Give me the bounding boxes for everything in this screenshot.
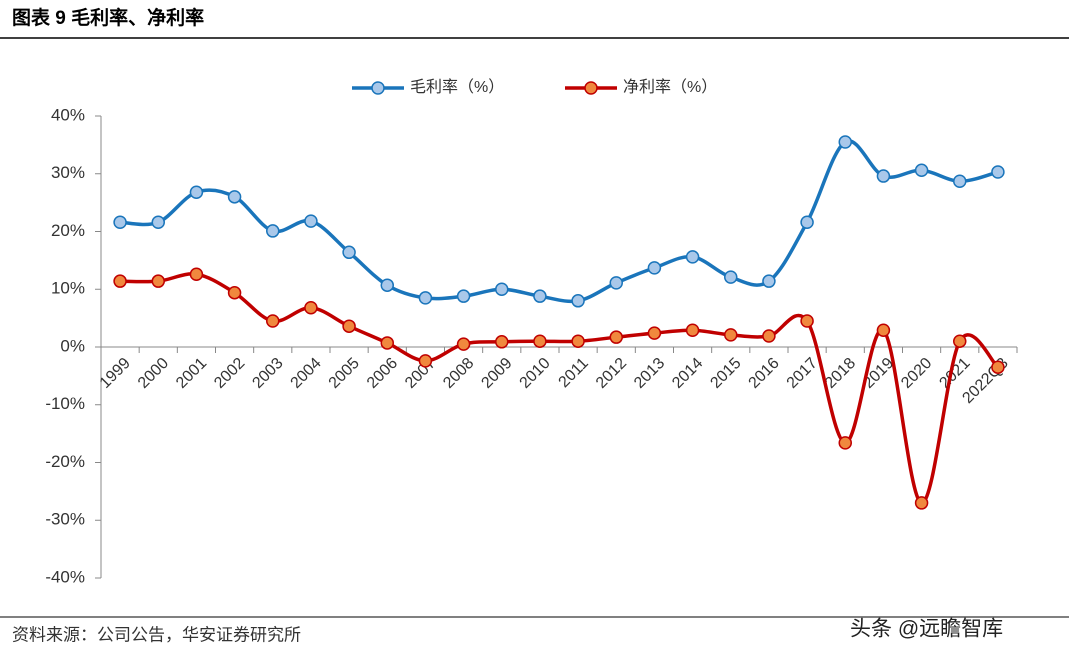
legend-marker bbox=[584, 81, 598, 95]
point-marker bbox=[571, 294, 585, 308]
x-tick-label: 2005 bbox=[326, 355, 363, 392]
x-tick-label: 1999 bbox=[97, 355, 134, 392]
x-tick-label: 2016 bbox=[746, 355, 783, 392]
point-marker bbox=[227, 285, 242, 300]
point-marker bbox=[380, 336, 394, 350]
point-marker bbox=[762, 274, 776, 288]
series-line bbox=[120, 272, 1000, 505]
point-marker bbox=[266, 314, 280, 328]
x-tick-label: 2014 bbox=[669, 355, 706, 392]
point-marker bbox=[991, 165, 1005, 179]
point-marker bbox=[571, 334, 585, 348]
point-marker bbox=[876, 169, 891, 183]
y-tick-label: 20% bbox=[51, 221, 85, 240]
y-tick-label: -40% bbox=[45, 567, 85, 586]
point-marker bbox=[113, 274, 127, 288]
point-marker bbox=[189, 267, 204, 281]
point-marker bbox=[914, 163, 929, 178]
point-marker bbox=[914, 496, 929, 510]
legend-marker bbox=[371, 81, 385, 95]
point-marker bbox=[800, 314, 814, 328]
point-marker bbox=[418, 354, 433, 368]
y-tick-label: 30% bbox=[51, 163, 85, 182]
point-marker bbox=[876, 323, 891, 338]
point-marker bbox=[380, 278, 394, 292]
x-tick-label: 2008 bbox=[440, 355, 477, 392]
y-tick-label: 40% bbox=[51, 105, 85, 124]
y-tick-label: 0% bbox=[60, 336, 85, 355]
point-marker bbox=[266, 224, 280, 238]
x-tick-label: 2000 bbox=[135, 355, 172, 392]
point-marker bbox=[724, 270, 738, 284]
x-tick-label: 2004 bbox=[288, 355, 325, 392]
chart-title: 图表 9 毛利率、净利率 bbox=[12, 6, 204, 29]
point-marker bbox=[456, 337, 471, 351]
legend-label: 净利率（%） bbox=[623, 78, 717, 96]
source-note: 资料来源：公司公告，华安证券研究所 bbox=[12, 625, 301, 644]
point-marker bbox=[495, 282, 509, 296]
point-marker bbox=[724, 328, 738, 342]
point-marker bbox=[151, 274, 165, 288]
point-marker bbox=[838, 135, 852, 149]
x-tick-label: 2017 bbox=[784, 355, 821, 392]
point-marker bbox=[838, 436, 852, 450]
x-tick-label: 2015 bbox=[707, 355, 744, 392]
x-tick-label: 2002 bbox=[211, 355, 248, 392]
y-tick-label: -30% bbox=[45, 510, 85, 529]
x-tick-label: 2009 bbox=[478, 355, 515, 392]
point-marker bbox=[953, 334, 967, 348]
point-marker bbox=[456, 289, 471, 303]
y-tick-label: -20% bbox=[45, 452, 85, 471]
point-marker bbox=[304, 214, 318, 228]
point-marker bbox=[113, 215, 127, 230]
y-tick-label: -10% bbox=[45, 394, 85, 413]
point-marker bbox=[762, 329, 776, 343]
y-tick-label: 10% bbox=[51, 279, 85, 298]
watermark: 头条 @远瞻智库 bbox=[850, 618, 1003, 641]
point-marker bbox=[609, 330, 623, 344]
x-tick-label: 2020 bbox=[898, 355, 935, 392]
x-tick-label: 2010 bbox=[517, 355, 554, 392]
x-tick-label: 2012 bbox=[593, 355, 630, 392]
x-tick-label: 2003 bbox=[249, 355, 286, 392]
point-marker bbox=[800, 215, 814, 230]
point-marker bbox=[647, 326, 662, 340]
point-marker bbox=[189, 185, 204, 199]
series-line bbox=[119, 139, 999, 304]
point-marker bbox=[685, 323, 700, 338]
point-marker bbox=[609, 276, 623, 290]
x-tick-label: 2011 bbox=[556, 355, 592, 391]
point-marker bbox=[533, 289, 547, 303]
point-marker bbox=[304, 300, 318, 315]
point-marker bbox=[953, 174, 967, 189]
point-marker bbox=[533, 334, 547, 348]
legend-label: 毛利率（%） bbox=[410, 78, 504, 96]
point-marker bbox=[647, 261, 662, 275]
point-marker bbox=[495, 335, 509, 349]
point-marker bbox=[342, 245, 356, 260]
point-marker bbox=[685, 250, 700, 264]
x-tick-label: 2001 bbox=[173, 355, 210, 392]
point-marker bbox=[991, 360, 1005, 374]
point-marker bbox=[151, 215, 165, 230]
x-tick-label: 2013 bbox=[631, 355, 668, 392]
x-tick-label: 2006 bbox=[364, 355, 401, 392]
point-marker bbox=[418, 291, 433, 305]
point-marker bbox=[227, 190, 242, 204]
point-marker bbox=[342, 319, 356, 333]
